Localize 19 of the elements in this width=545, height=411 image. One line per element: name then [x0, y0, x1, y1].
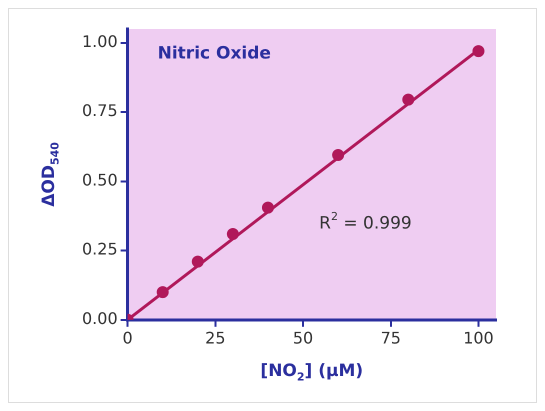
- y-tick-label: 0.50: [82, 170, 118, 190]
- point: [156, 286, 169, 298]
- x-tick-label: 25: [205, 328, 226, 348]
- annotation: Nitric Oxide: [158, 43, 271, 64]
- point: [472, 45, 484, 58]
- point: [192, 256, 204, 268]
- y-tick-label: 1.00: [82, 32, 118, 52]
- y-tick-label: 0.75: [82, 101, 118, 120]
- point: [226, 228, 239, 240]
- x-tick-label: 50: [292, 328, 314, 348]
- point: [402, 94, 414, 106]
- x-tick-label: 0: [122, 328, 133, 348]
- y-axis-title: ΔOD540: [39, 142, 62, 207]
- x-tick-label: 75: [380, 328, 401, 348]
- point: [332, 149, 344, 162]
- point: [262, 202, 274, 214]
- x-tick-label: 100: [463, 328, 494, 348]
- y-tick-label: 0.25: [82, 240, 118, 259]
- y-tick-label: 0.00: [82, 308, 118, 328]
